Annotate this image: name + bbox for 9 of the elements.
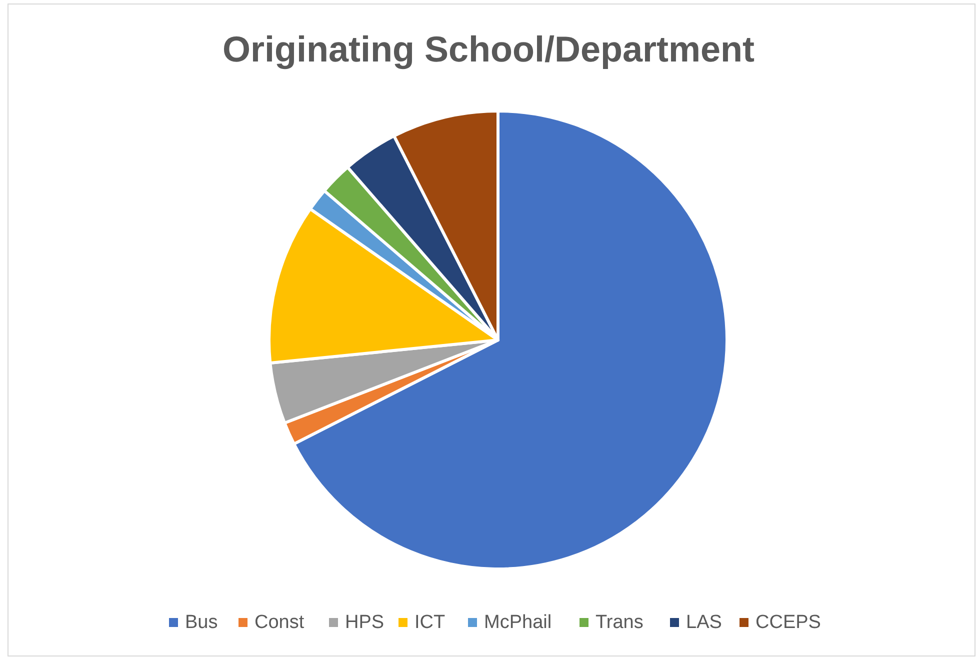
legend-label: ICT bbox=[414, 612, 446, 634]
chart-title: Originating School/Department bbox=[222, 28, 755, 70]
legend-label: LAS bbox=[686, 612, 722, 634]
legend-label: Const bbox=[254, 612, 305, 634]
legend-label: CCEPS bbox=[756, 612, 821, 634]
legend-label: McPhail bbox=[484, 612, 552, 634]
legend-label: Bus bbox=[185, 612, 218, 634]
legend-label: HPS bbox=[345, 612, 384, 634]
legend-label: Trans bbox=[596, 612, 644, 634]
